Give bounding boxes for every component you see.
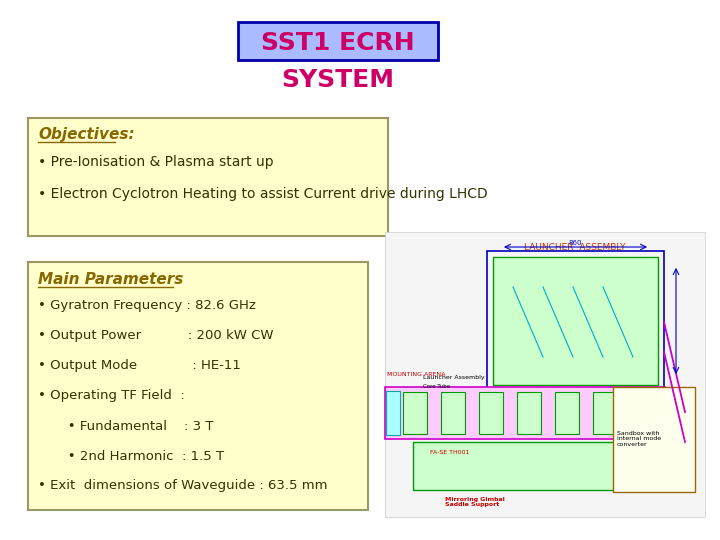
Text: • Output Mode             : HE-11: • Output Mode : HE-11 [38,360,241,373]
FancyBboxPatch shape [493,257,658,385]
FancyBboxPatch shape [403,392,427,434]
Text: • 2nd Harmonic  : 1.5 T: • 2nd Harmonic : 1.5 T [38,449,224,462]
FancyBboxPatch shape [413,442,663,490]
Text: Launcher Assembly: Launcher Assembly [423,375,485,380]
FancyBboxPatch shape [613,387,695,492]
Text: • Exit  dimensions of Waveguide : 63.5 mm: • Exit dimensions of Waveguide : 63.5 mm [38,480,328,492]
Text: Core Tube: Core Tube [423,384,450,389]
FancyBboxPatch shape [441,392,465,434]
FancyBboxPatch shape [555,392,579,434]
Text: SST1 ECRH: SST1 ECRH [261,31,415,55]
FancyBboxPatch shape [385,387,665,439]
FancyBboxPatch shape [517,392,541,434]
FancyBboxPatch shape [593,392,617,434]
Text: MOUNTING ARENA: MOUNTING ARENA [387,373,446,377]
Text: 860: 860 [569,240,582,246]
Text: • Operating TF Field  :: • Operating TF Field : [38,389,185,402]
Text: • Electron Cyclotron Heating to assist Current drive during LHCD: • Electron Cyclotron Heating to assist C… [38,187,487,201]
Text: FA-SE TH001: FA-SE TH001 [430,449,469,455]
Text: Sandbox with
internal mode
converter: Sandbox with internal mode converter [617,431,661,447]
Text: • Gyratron Frequency : 82.6 GHz: • Gyratron Frequency : 82.6 GHz [38,300,256,313]
FancyBboxPatch shape [386,391,400,435]
Text: • Output Power           : 200 kW CW: • Output Power : 200 kW CW [38,329,274,342]
Text: • Pre-Ionisation & Plasma start up: • Pre-Ionisation & Plasma start up [38,155,274,169]
FancyBboxPatch shape [238,22,438,60]
FancyBboxPatch shape [479,392,503,434]
Text: SYSTEM: SYSTEM [282,68,395,92]
Text: Main Parameters: Main Parameters [38,272,184,287]
FancyBboxPatch shape [28,118,388,236]
Text: Objectives:: Objectives: [38,126,135,141]
Text: Mirroring Gimbal
Saddle Support: Mirroring Gimbal Saddle Support [445,497,505,508]
FancyBboxPatch shape [28,262,368,510]
Text: LAUNCHER  ASSEMBLY: LAUNCHER ASSEMBLY [524,244,626,253]
Text: • Fundamental    : 3 T: • Fundamental : 3 T [38,420,214,433]
FancyBboxPatch shape [385,232,705,517]
